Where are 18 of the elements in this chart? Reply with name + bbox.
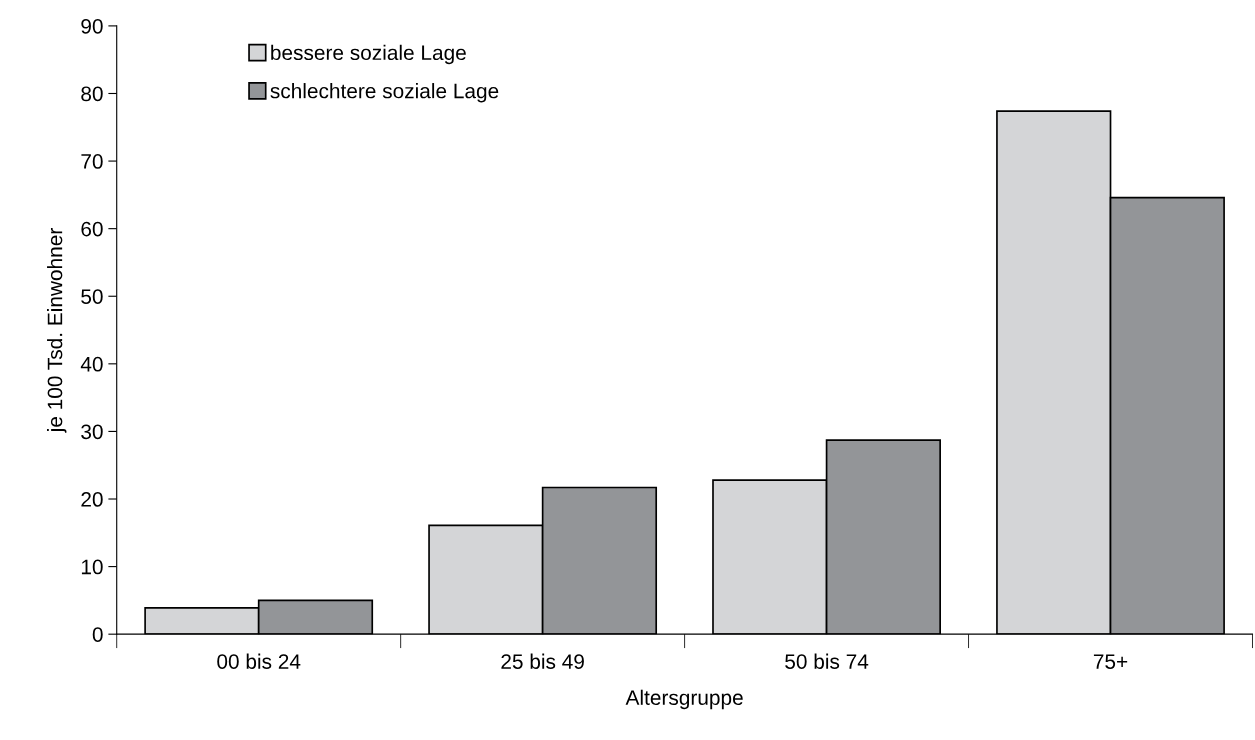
y-tick-label: 70 — [81, 154, 103, 169]
y-tick-label: 20 — [81, 492, 103, 507]
y-tick-label: 10 — [81, 559, 103, 575]
x-tick-label: 25 bis 49 — [501, 653, 584, 669]
x-axis-title: Altersgruppe — [625, 689, 743, 710]
y-tick-label: 30 — [81, 424, 103, 440]
y-tick-label: 80 — [81, 86, 103, 102]
y-axis-title: je 100 Tsd. Einwohner — [47, 228, 67, 433]
y-tick-label: 50 — [81, 289, 103, 304]
y-tick-label: 40 — [80, 356, 103, 372]
y-tick-label: 60 — [81, 221, 103, 237]
y-tick-label: 0 — [92, 627, 103, 642]
x-tick-label: 75+ — [1093, 654, 1128, 669]
legend-label: bessere soziale Lage — [271, 44, 466, 65]
y-tick-label: 90 — [81, 18, 103, 34]
legend-label: schlechtere soziale Lage — [270, 83, 499, 103]
x-tick-label: 50 bis 74 — [785, 653, 869, 669]
x-tick-label: 00 bis 24 — [217, 653, 301, 669]
